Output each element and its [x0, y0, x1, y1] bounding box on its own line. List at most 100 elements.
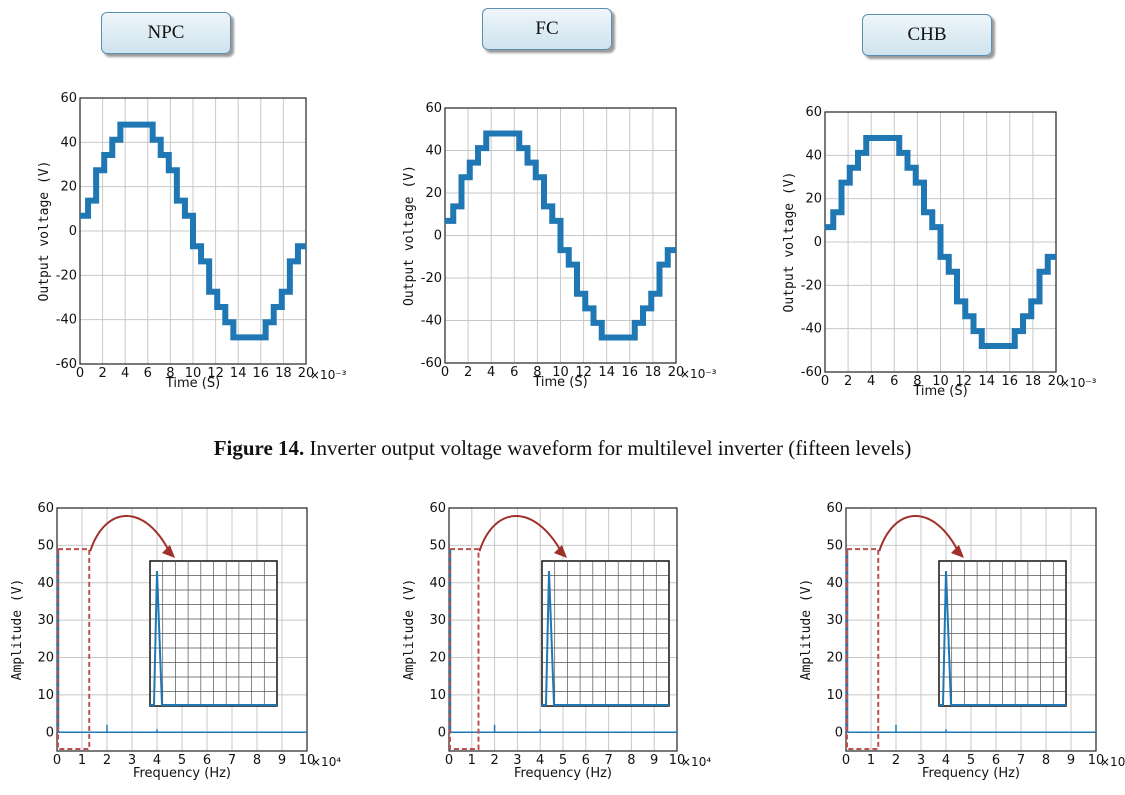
x-tick-label: 14	[230, 366, 247, 381]
y-axis-label: Output voltage (V)	[37, 161, 52, 302]
x-tick-label: 4	[867, 374, 875, 389]
chb-spectrum-chart: 0 1 2 3 4 5 6 7 8 9 10 60 50 40 30 20 10 0 Frequency (Hz) A…	[799, 501, 1125, 781]
y-axis-label: Amplitude (V)	[402, 579, 417, 681]
y-axis-label: Amplitude (V)	[799, 579, 814, 681]
y-tick-label: 50	[826, 538, 843, 553]
x-axis-label: Time (S)	[532, 375, 587, 390]
x-tick-label: 6	[582, 753, 590, 768]
label-npc: NPC	[101, 12, 231, 54]
x-tick-label: 0	[842, 753, 850, 768]
zoom-region	[846, 548, 880, 750]
x-tick-label: 2	[892, 753, 900, 768]
y-tick-label: 10	[37, 688, 54, 703]
x-tick-label: 4	[153, 753, 161, 768]
x-multiplier: ×10⁴	[681, 755, 711, 769]
y-tick-label: 20	[425, 186, 442, 201]
y-tick-label: 40	[60, 135, 77, 150]
x-tick-label: 8	[913, 374, 921, 389]
zoom-arrow	[478, 515, 563, 554]
x-multiplier: ×10⁻³	[1060, 376, 1097, 390]
x-tick-label: 18	[275, 366, 292, 381]
x-tick-label: 18	[1025, 374, 1042, 389]
x-tick-label: 10	[1088, 753, 1105, 768]
arrow-head	[951, 545, 964, 558]
y-tick-label: 20	[60, 180, 77, 195]
label-fc: FC	[482, 8, 612, 50]
y-tick-label: 40	[429, 576, 446, 591]
x-tick-label: 6	[203, 753, 211, 768]
x-tick-label: 20	[1048, 374, 1065, 389]
y-tick-label: -60	[421, 356, 442, 371]
y-tick-label: -20	[56, 268, 77, 283]
x-tick-label: 14	[978, 374, 995, 389]
y-tick-label: 20	[805, 192, 822, 207]
x-axis-label: Time (S)	[165, 376, 220, 391]
caption-text: Inverter output voltage waveform for mul…	[304, 436, 912, 460]
waveform-series	[80, 121, 306, 341]
x-tick-label: 10	[932, 374, 949, 389]
x-tick-label: 1	[468, 753, 476, 768]
x-axis-label: Frequency (Hz)	[922, 766, 1020, 781]
x-tick-label: 3	[128, 753, 136, 768]
axes-box	[79, 97, 307, 365]
y-tick-label: 0	[69, 224, 77, 239]
y-tick-label: 40	[37, 576, 54, 591]
x-tick-label: 0	[821, 374, 829, 389]
arrow-head	[554, 545, 567, 558]
inset-peak	[939, 570, 1066, 706]
x-tick-label: 8	[533, 365, 541, 380]
x-tick-label: 18	[645, 365, 662, 380]
figure-caption: Figure 14. Inverter output voltage wavef…	[0, 436, 1125, 461]
y-tick-label: 60	[429, 501, 446, 516]
x-tick-label: 0	[76, 366, 84, 381]
y-tick-label: 20	[37, 651, 54, 666]
y-tick-label: 30	[37, 613, 54, 628]
x-tick-label: 16	[622, 365, 639, 380]
x-tick-label: 12	[955, 374, 972, 389]
waveform-series	[445, 130, 676, 341]
x-tick-label: 5	[967, 753, 975, 768]
x-tick-label: 0	[445, 753, 453, 768]
x-tick-label: 8	[1042, 753, 1050, 768]
y-axis-label: Amplitude (V)	[10, 579, 25, 681]
x-tick-label: 0	[441, 365, 449, 380]
x-tick-label: 9	[650, 753, 658, 768]
x-tick-label: 2	[103, 753, 111, 768]
waveform-series	[825, 135, 1056, 349]
x-multiplier: ×10⁴	[311, 755, 341, 769]
y-tick-label: 60	[805, 105, 822, 120]
x-tick-label: 4	[487, 365, 495, 380]
x-tick-label: 12	[575, 365, 592, 380]
y-tick-label: 10	[429, 688, 446, 703]
x-multiplier: ×10⁴	[1100, 755, 1125, 769]
x-tick-label: 6	[510, 365, 518, 380]
x-axis-label: Frequency (Hz)	[133, 766, 231, 781]
x-tick-label: 4	[942, 753, 950, 768]
y-tick-label: 60	[60, 91, 77, 106]
inset-peak	[542, 570, 669, 706]
y-tick-label: 10	[826, 688, 843, 703]
x-multiplier: ×10⁻³	[680, 367, 717, 381]
y-tick-label: -20	[801, 278, 822, 293]
label-chb: CHB	[862, 14, 992, 56]
y-tick-label: 60	[425, 101, 442, 116]
y-tick-label: -40	[421, 314, 442, 329]
x-tick-label: 4	[536, 753, 544, 768]
y-tick-label: 20	[429, 651, 446, 666]
y-tick-label: 40	[805, 148, 822, 163]
x-tick-label: 6	[890, 374, 898, 389]
x-tick-label: 0	[53, 753, 61, 768]
y-tick-label: 60	[37, 501, 54, 516]
y-axis-label: Output voltage (V)	[402, 165, 417, 306]
x-tick-label: 16	[1002, 374, 1019, 389]
x-tick-label: 7	[1017, 753, 1025, 768]
x-tick-label: 2	[490, 753, 498, 768]
zoom-region	[449, 548, 480, 750]
x-tick-label: 9	[278, 753, 286, 768]
x-tick-label: 16	[253, 366, 270, 381]
y-tick-label: 0	[835, 725, 843, 740]
x-tick-label: 10	[299, 753, 316, 768]
